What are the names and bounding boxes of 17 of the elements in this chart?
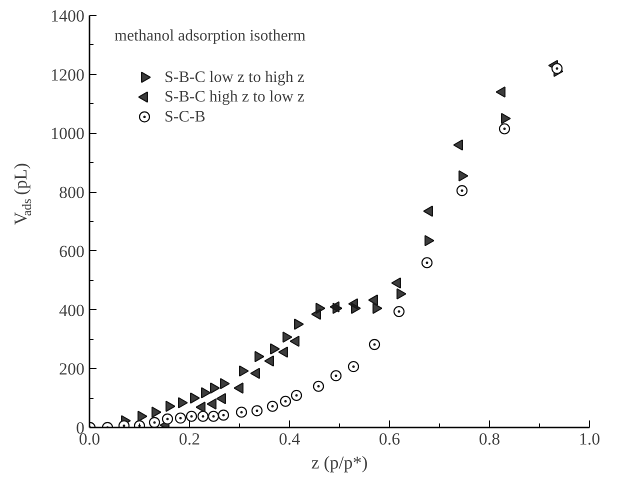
x-tick-label: 0.8 — [478, 430, 500, 448]
y-tick-label: 600 — [59, 242, 84, 261]
y-tick-label: 400 — [59, 300, 84, 320]
x-tick-label: 0.2 — [178, 430, 200, 448]
x-tick-label: 0.4 — [278, 430, 301, 448]
text: methanol adsorption isotherm — [114, 27, 306, 44]
legend-label: S-C-B — [164, 108, 206, 126]
legend-label: S-B-C high z to low z — [164, 88, 304, 106]
x-tick-label: 1.0 — [578, 430, 600, 448]
y-tick-label: 800 — [59, 183, 84, 202]
x-tick-label: 0.6 — [378, 430, 400, 448]
y-tick-label: 1200 — [50, 65, 84, 84]
y-tick-label: 1400 — [50, 6, 84, 26]
y-tick-label: 1000 — [50, 124, 84, 144]
x-axis-title: z (p/p*) — [311, 452, 368, 472]
legend-label: S-B-C low z to high z — [164, 68, 304, 86]
y-tick-label: 200 — [59, 360, 84, 379]
